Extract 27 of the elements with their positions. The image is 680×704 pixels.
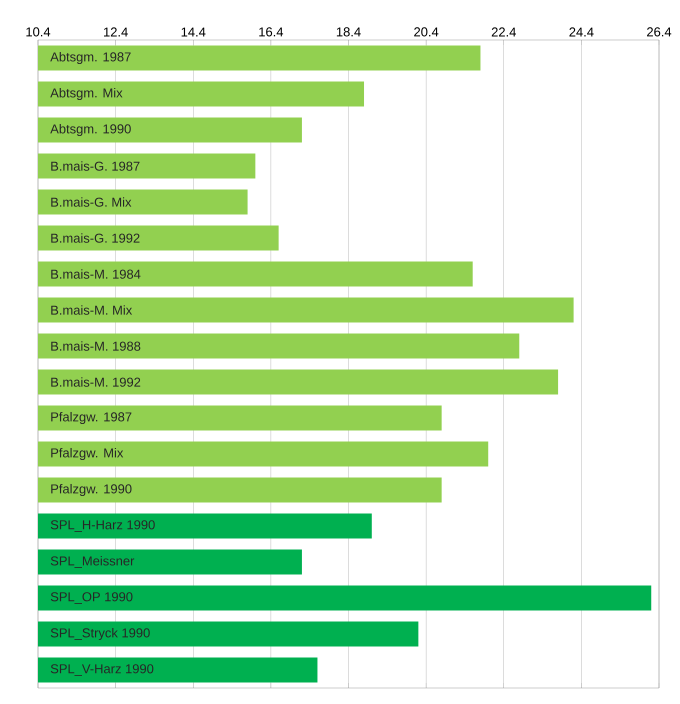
x-tick-label: 14.4 bbox=[182, 28, 206, 36]
y-tick-label: SPL_Stryck 1990 bbox=[50, 628, 150, 640]
x-tick-label: 26.4 bbox=[647, 27, 672, 36]
x-tick-label: 18.4 bbox=[336, 27, 361, 36]
y-tick-label: B.mais-G. Mix bbox=[51, 197, 132, 207]
y-tick-label: B.mais-M. 1992 bbox=[51, 377, 140, 387]
y-tick-label: SPL_Meissner bbox=[50, 556, 134, 568]
y-tick-label: Abtsgm. Mix bbox=[50, 88, 123, 100]
x-tick-label: 20.4 bbox=[414, 27, 438, 36]
y-tick-label: B.mais-M. 1984 bbox=[51, 269, 140, 279]
x-tick-label: 10.4 bbox=[26, 27, 50, 36]
y-tick-label: B.mais-G. 1992 bbox=[51, 233, 140, 243]
y-tick-label: Abtsgm. 1987 bbox=[50, 52, 131, 64]
y-tick-label: Pfalzgw. 1987 bbox=[51, 412, 132, 424]
y-tick-label: SPL_H-Harz 1990 bbox=[50, 520, 155, 532]
x-tick-label: 16.4 bbox=[259, 27, 284, 36]
x-tick-label: 22.4 bbox=[492, 27, 516, 36]
y-tick-label: Pfalzgw. Mix bbox=[51, 448, 124, 460]
x-tick-label: 24.4 bbox=[569, 27, 594, 36]
y-tick-label: B.mais-M. Mix bbox=[51, 305, 132, 315]
y-tick-label: Abtsgm. 1990 bbox=[50, 124, 131, 136]
y-tick-label: Pfalzgw. 1990 bbox=[51, 484, 132, 496]
y-tick-label: B.mais-M. 1988 bbox=[51, 341, 140, 351]
x-tick-label: 12.4 bbox=[104, 27, 128, 36]
y-tick-label: SPL_OP 1990 bbox=[50, 592, 132, 604]
y-tick-label: B.mais-G. 1987 bbox=[51, 161, 140, 171]
y-tick-label: SPL_V-Harz 1990 bbox=[50, 664, 154, 676]
